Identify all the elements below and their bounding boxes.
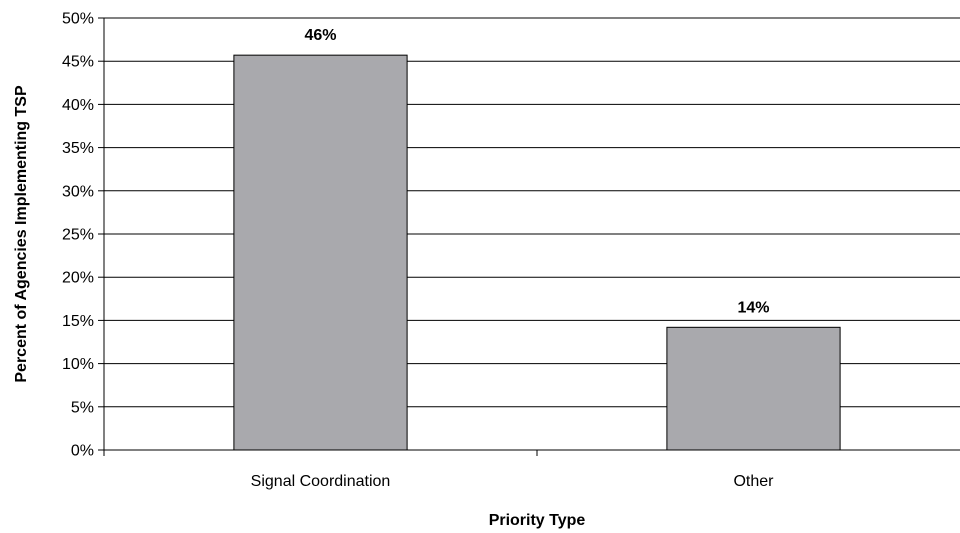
x-tick-label: Signal Coordination <box>251 473 391 490</box>
axes <box>103 18 960 456</box>
y-tick-label: 30% <box>62 183 94 200</box>
y-tick-label: 10% <box>62 356 94 373</box>
bar-other <box>666 326 841 451</box>
y-tick-label: 40% <box>62 97 94 114</box>
data-label: 46% <box>304 27 336 44</box>
y-tick-label: 15% <box>62 313 94 330</box>
y-tick-labels: 0% 5% 10% 15% 20% 25% 30% 35% 40% 45% 50% <box>62 11 94 460</box>
y-tick-label: 0% <box>71 443 94 460</box>
data-labels: 46% 14% <box>304 27 769 316</box>
data-label: 14% <box>737 299 769 316</box>
x-axis-title: Priority Type <box>489 512 586 529</box>
y-tick-label: 35% <box>62 140 94 157</box>
y-axis-title: Percent of Agencies Implementing TSP <box>13 85 30 383</box>
x-tick-labels: Signal Coordination Other <box>251 473 775 490</box>
bar-signal-coordination <box>233 54 408 451</box>
y-tick-label: 45% <box>62 54 94 71</box>
y-tick-label: 50% <box>62 11 94 28</box>
y-tick-label: 20% <box>62 270 94 287</box>
y-tick-label: 5% <box>71 399 94 416</box>
bars <box>233 54 841 451</box>
x-tick-label: Other <box>733 473 774 490</box>
y-tick-label: 25% <box>62 227 94 244</box>
